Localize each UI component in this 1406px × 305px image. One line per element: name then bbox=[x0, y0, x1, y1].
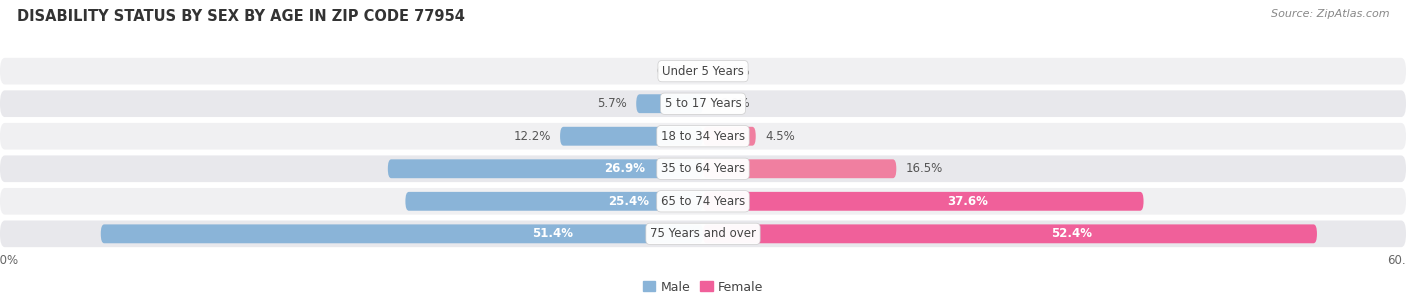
Text: Source: ZipAtlas.com: Source: ZipAtlas.com bbox=[1271, 9, 1389, 19]
Text: 26.9%: 26.9% bbox=[603, 162, 645, 175]
FancyBboxPatch shape bbox=[101, 224, 703, 243]
FancyBboxPatch shape bbox=[0, 188, 1406, 215]
Text: 12.2%: 12.2% bbox=[513, 130, 551, 143]
Text: Under 5 Years: Under 5 Years bbox=[662, 65, 744, 78]
Text: 18 to 34 Years: 18 to 34 Years bbox=[661, 130, 745, 143]
Text: 4.5%: 4.5% bbox=[765, 130, 794, 143]
FancyBboxPatch shape bbox=[560, 127, 703, 146]
Text: 65 to 74 Years: 65 to 74 Years bbox=[661, 195, 745, 208]
FancyBboxPatch shape bbox=[703, 159, 897, 178]
FancyBboxPatch shape bbox=[637, 94, 703, 113]
FancyBboxPatch shape bbox=[703, 127, 756, 146]
Text: 0.0%: 0.0% bbox=[721, 65, 751, 78]
FancyBboxPatch shape bbox=[703, 224, 1317, 243]
FancyBboxPatch shape bbox=[0, 58, 1406, 84]
Text: 35 to 64 Years: 35 to 64 Years bbox=[661, 162, 745, 175]
Text: 52.4%: 52.4% bbox=[1050, 227, 1092, 240]
Text: 5 to 17 Years: 5 to 17 Years bbox=[665, 97, 741, 110]
Text: 75 Years and over: 75 Years and over bbox=[650, 227, 756, 240]
FancyBboxPatch shape bbox=[703, 192, 1143, 211]
FancyBboxPatch shape bbox=[0, 90, 1406, 117]
Text: 0.0%: 0.0% bbox=[721, 97, 751, 110]
FancyBboxPatch shape bbox=[0, 221, 1406, 247]
FancyBboxPatch shape bbox=[0, 123, 1406, 149]
FancyBboxPatch shape bbox=[405, 192, 703, 211]
Text: 0.0%: 0.0% bbox=[655, 65, 686, 78]
Text: DISABILITY STATUS BY SEX BY AGE IN ZIP CODE 77954: DISABILITY STATUS BY SEX BY AGE IN ZIP C… bbox=[17, 9, 465, 24]
Text: 37.6%: 37.6% bbox=[946, 195, 988, 208]
FancyBboxPatch shape bbox=[388, 159, 703, 178]
FancyBboxPatch shape bbox=[0, 156, 1406, 182]
Text: 25.4%: 25.4% bbox=[609, 195, 650, 208]
Text: 5.7%: 5.7% bbox=[598, 97, 627, 110]
Legend: Male, Female: Male, Female bbox=[638, 275, 768, 299]
Text: 16.5%: 16.5% bbox=[905, 162, 943, 175]
Text: 51.4%: 51.4% bbox=[531, 227, 572, 240]
